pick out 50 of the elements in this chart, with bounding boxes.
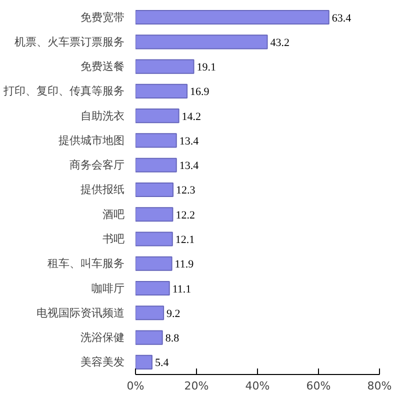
bar [136, 10, 330, 25]
y-tick-label: 机票、火车票订票服务 [14, 35, 124, 48]
data-label: 9.2 [166, 308, 180, 320]
data-label: 11.9 [174, 258, 194, 271]
bar [136, 354, 152, 370]
x-tick-label: 0% [126, 380, 144, 392]
data-label: 12.1 [175, 234, 195, 246]
y-tick-label: 咖啡厅 [92, 282, 124, 295]
y-tick-label: 美容美发 [80, 356, 124, 369]
data-label: 19.1 [196, 62, 216, 74]
y-tick-label: 打印、复印、传真等服务 [2, 84, 124, 98]
data-label: 12.2 [176, 209, 195, 222]
data-label: 16.9 [190, 86, 210, 98]
data-label: 63.4 [332, 12, 352, 24]
x-tick-label: 20% [184, 380, 209, 392]
bar [136, 232, 173, 246]
y-tick-label: 商务会客厅 [70, 158, 124, 172]
bar [136, 158, 177, 172]
bar [136, 133, 177, 148]
x-tick-label: 40% [245, 380, 270, 392]
bar [136, 59, 194, 74]
bar [136, 256, 172, 271]
x-tick-label: 80% [367, 380, 392, 392]
bar [136, 34, 268, 50]
bar [136, 182, 174, 198]
data-label: 13.4 [179, 135, 200, 148]
bar [136, 281, 170, 296]
y-tick-label: 洗浴保健 [80, 331, 124, 344]
y-tick-label: 书吧 [102, 232, 124, 246]
y-tick-label: 电视国际资讯频道 [36, 306, 124, 320]
y-tick-label: 提供报纸 [80, 183, 124, 196]
data-label: 12.3 [176, 184, 196, 197]
data-label: 43.2 [270, 36, 290, 49]
y-tick-label: 提供城市地图 [58, 134, 124, 147]
data-label: 14.2 [182, 110, 202, 123]
data-label: 8.8 [165, 332, 180, 345]
bar [136, 108, 180, 124]
y-tick-label: 免费宽带 [80, 10, 124, 24]
y-tick-label: 租车、叫车服务 [48, 257, 124, 270]
y-tick-label: 免费送餐 [80, 60, 124, 74]
bar [136, 84, 188, 98]
data-label: 13.4 [179, 160, 200, 172]
bar [136, 207, 174, 222]
data-label: 5.4 [154, 357, 170, 370]
bar [136, 330, 163, 345]
y-tick-label: 自助洗衣 [80, 109, 124, 122]
y-tick-label: 酒吧 [102, 208, 124, 221]
data-label: 11.1 [172, 283, 192, 296]
x-tick-label: 60% [306, 380, 331, 392]
bar [136, 306, 164, 320]
